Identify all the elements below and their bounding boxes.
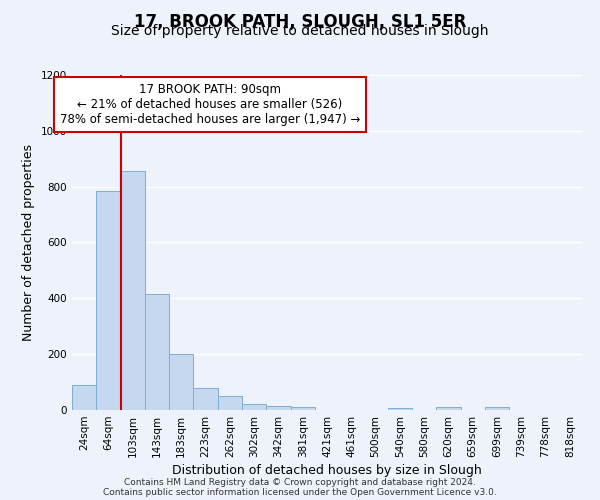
Text: 17, BROOK PATH, SLOUGH, SL1 5ER: 17, BROOK PATH, SLOUGH, SL1 5ER	[134, 12, 466, 30]
Text: Contains HM Land Registry data © Crown copyright and database right 2024.: Contains HM Land Registry data © Crown c…	[124, 478, 476, 487]
Y-axis label: Number of detached properties: Number of detached properties	[22, 144, 35, 341]
Bar	[218, 396, 242, 410]
Bar	[242, 404, 266, 410]
Bar	[290, 407, 315, 410]
Bar	[145, 294, 169, 410]
Bar	[72, 385, 96, 410]
Text: 17 BROOK PATH: 90sqm
← 21% of detached houses are smaller (526)
78% of semi-deta: 17 BROOK PATH: 90sqm ← 21% of detached h…	[59, 84, 360, 126]
Bar	[436, 406, 461, 410]
Bar	[96, 191, 121, 410]
X-axis label: Distribution of detached houses by size in Slough: Distribution of detached houses by size …	[172, 464, 482, 477]
Bar	[169, 354, 193, 410]
Text: Size of property relative to detached houses in Slough: Size of property relative to detached ho…	[111, 24, 489, 38]
Bar	[193, 388, 218, 410]
Bar	[388, 408, 412, 410]
Bar	[266, 406, 290, 410]
Bar	[121, 172, 145, 410]
Text: Contains public sector information licensed under the Open Government Licence v3: Contains public sector information licen…	[103, 488, 497, 497]
Bar	[485, 406, 509, 410]
